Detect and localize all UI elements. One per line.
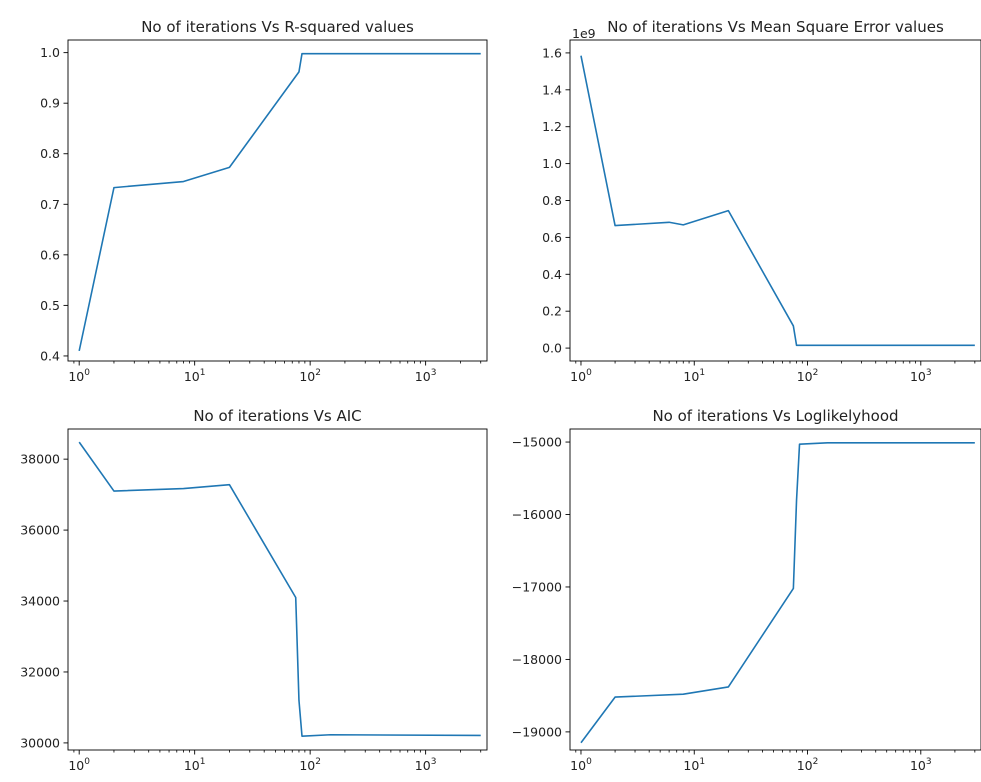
x-tick-label: 101 bbox=[184, 757, 206, 773]
x-tick-label: 101 bbox=[184, 368, 206, 384]
x-tick-label: 102 bbox=[797, 757, 819, 773]
y-tick-label: 30000 bbox=[20, 735, 60, 750]
y-tick-label: 0.4 bbox=[542, 267, 562, 282]
axes-frame bbox=[569, 39, 981, 362]
axes-frame bbox=[67, 39, 488, 362]
y-tick-label: 34000 bbox=[20, 594, 60, 609]
x-tick-label: 102 bbox=[797, 368, 819, 384]
series-line bbox=[580, 55, 975, 347]
y-tick-label: 0.5 bbox=[40, 298, 60, 313]
subplot-3: No of iterations Vs AIC 100 101 102 103 30000… bbox=[20, 407, 488, 773]
x-tick-label: 101 bbox=[683, 368, 705, 384]
x-tick-label: 100 bbox=[68, 368, 90, 384]
subplot-2: No of iterations Vs Mean Square Error va… bbox=[542, 18, 981, 384]
x-tick-label: 103 bbox=[415, 757, 437, 773]
subplot-4: No of iterations Vs Loglikelyhood 100 101 1… bbox=[512, 407, 981, 773]
axes-frame bbox=[569, 428, 981, 751]
subplot-1: No of iterations Vs R-squared values 100 1… bbox=[40, 18, 488, 384]
y-tick-label: 0.7 bbox=[40, 197, 60, 212]
x-tick-label: 103 bbox=[910, 757, 932, 773]
chart-title: No of iterations Vs Mean Square Error va… bbox=[607, 18, 944, 36]
axes-frame bbox=[67, 428, 488, 751]
y-tick-label: 0.0 bbox=[542, 341, 562, 356]
y-tick-label: 0.4 bbox=[40, 348, 60, 363]
series-line bbox=[580, 441, 975, 744]
y-tick-label: 32000 bbox=[20, 664, 60, 679]
y-tick-label: −15000 bbox=[512, 435, 562, 450]
chart-title: No of iterations Vs Loglikelyhood bbox=[652, 407, 898, 425]
chart-title: No of iterations Vs R-squared values bbox=[141, 18, 414, 36]
series-line bbox=[78, 52, 481, 352]
y-tick-label: −16000 bbox=[512, 507, 562, 522]
y-tick-label: 0.9 bbox=[40, 96, 60, 111]
y-tick-label: 1.0 bbox=[542, 156, 562, 171]
x-tick-label: 102 bbox=[299, 757, 321, 773]
y-tick-label: 1.0 bbox=[40, 45, 60, 60]
y-tick-label: 0.6 bbox=[542, 230, 562, 245]
y-tick-label: 36000 bbox=[20, 523, 60, 538]
y-tick-label: 0.8 bbox=[40, 146, 60, 161]
chart-title: No of iterations Vs AIC bbox=[193, 407, 361, 425]
y-tick-label: −19000 bbox=[512, 724, 562, 739]
x-tick-label: 103 bbox=[910, 368, 932, 384]
x-tick-label: 100 bbox=[68, 757, 90, 773]
y-tick-label: 38000 bbox=[20, 452, 60, 467]
y-tick-label: 1.4 bbox=[542, 82, 562, 97]
y-tick-label: 0.8 bbox=[542, 193, 562, 208]
series-line bbox=[78, 441, 481, 737]
x-tick-label: 100 bbox=[570, 368, 592, 384]
axis-offset-label: 1e9 bbox=[572, 26, 596, 41]
y-tick-label: 0.6 bbox=[40, 247, 60, 262]
y-tick-label: −17000 bbox=[512, 579, 562, 594]
y-tick-label: 0.2 bbox=[542, 304, 562, 319]
x-tick-label: 101 bbox=[683, 757, 705, 773]
x-tick-label: 100 bbox=[570, 757, 592, 773]
y-tick-label: 1.6 bbox=[542, 45, 562, 60]
x-tick-label: 102 bbox=[299, 368, 321, 384]
y-tick-label: −18000 bbox=[512, 652, 562, 667]
x-tick-label: 103 bbox=[415, 368, 437, 384]
y-tick-label: 1.2 bbox=[542, 119, 562, 134]
